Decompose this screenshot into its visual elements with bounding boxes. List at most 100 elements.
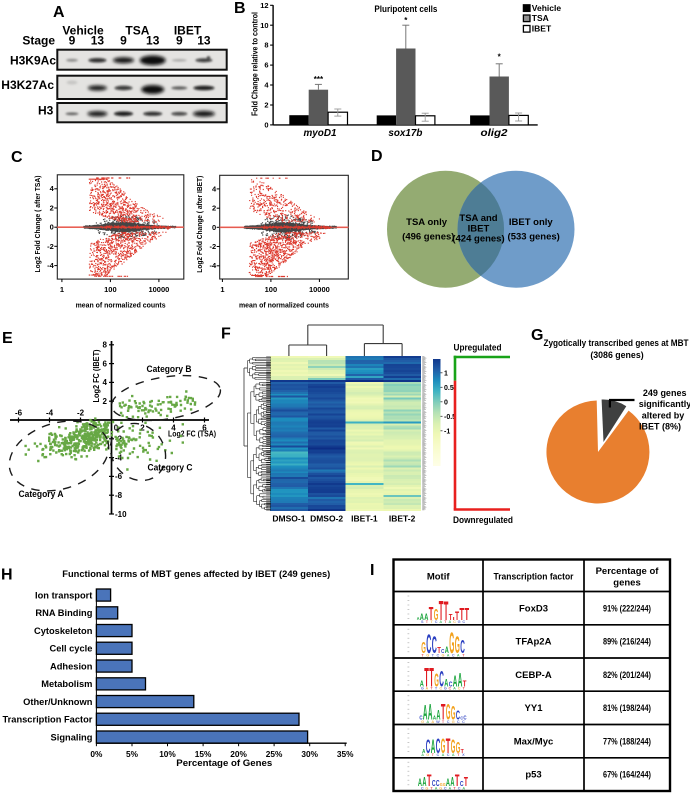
svg-text:-4: -4	[46, 409, 54, 418]
svg-text:-2: -2	[77, 409, 85, 418]
svg-text:(424 genes): (424 genes)	[452, 233, 504, 244]
svg-text:0: 0	[50, 223, 54, 232]
svg-text:30%: 30%	[301, 749, 318, 759]
svg-text:Transcription Factor: Transcription Factor	[3, 715, 93, 725]
svg-text:D: D	[371, 148, 383, 165]
svg-text:C: C	[439, 667, 444, 692]
svg-text:A: A	[449, 620, 452, 624]
svg-text:A: A	[458, 670, 463, 692]
svg-text:G: G	[455, 633, 460, 659]
svg-text:Log2 FC (TSA): Log2 FC (TSA)	[168, 429, 216, 439]
svg-text:TSA only: TSA only	[406, 217, 448, 228]
svg-text:T: T	[432, 653, 435, 657]
svg-text:RNA Binding: RNA Binding	[35, 608, 92, 618]
svg-text:9: 9	[69, 34, 76, 48]
svg-text:TFAp2A: TFAp2A	[516, 637, 552, 648]
svg-text:T: T	[424, 663, 429, 693]
svg-text:C: C	[462, 720, 465, 724]
svg-text:IBET: IBET	[532, 24, 552, 34]
svg-text:H3K9Ac: H3K9Ac	[10, 54, 56, 68]
svg-text:C: C	[421, 786, 424, 790]
svg-text:T: T	[442, 720, 445, 724]
svg-text:T: T	[430, 786, 433, 790]
svg-text:(3086 genes): (3086 genes)	[590, 350, 643, 360]
svg-text:myoD1: myoD1	[304, 127, 337, 139]
svg-text:G: G	[458, 620, 461, 624]
svg-text:4: 4	[50, 184, 55, 193]
svg-text:-6: -6	[115, 472, 123, 481]
svg-text:T: T	[464, 775, 468, 789]
svg-text:I: I	[370, 562, 374, 579]
svg-text:IBET: IBET	[174, 24, 202, 38]
svg-text:249 genes: 249 genes	[643, 388, 687, 398]
svg-text:Category B: Category B	[147, 364, 192, 375]
svg-text:Category C: Category C	[148, 463, 193, 474]
svg-text:olig2: olig2	[481, 127, 508, 139]
svg-text:13: 13	[197, 34, 211, 48]
svg-text:G: G	[425, 786, 428, 790]
svg-text:Transcription factor: Transcription factor	[494, 572, 574, 583]
svg-text:T: T	[457, 753, 460, 757]
svg-text:p53: p53	[525, 770, 541, 781]
svg-text:A: A	[457, 653, 460, 657]
svg-text:*: *	[498, 53, 502, 62]
svg-text:6: 6	[202, 424, 207, 433]
svg-text:C: C	[458, 687, 461, 691]
svg-text:C: C	[437, 653, 440, 657]
svg-text:10: 10	[260, 21, 268, 30]
svg-text:G: G	[451, 703, 456, 725]
svg-text:H: H	[1, 567, 13, 584]
svg-text:Vehicle: Vehicle	[532, 3, 562, 13]
svg-text:A: A	[452, 753, 455, 757]
svg-text:0: 0	[114, 424, 119, 433]
svg-text:0.5: 0.5	[444, 385, 454, 392]
svg-text:C: C	[463, 716, 466, 722]
svg-text:A: A	[426, 720, 429, 724]
svg-text:Log2 FC (IBET): Log2 FC (IBET)	[91, 349, 101, 402]
svg-text:T: T	[421, 653, 424, 657]
svg-text:C: C	[426, 736, 431, 758]
svg-text:A: A	[420, 679, 424, 689]
svg-text:4: 4	[103, 378, 108, 387]
svg-text:A: A	[436, 707, 440, 723]
svg-text:significantly: significantly	[639, 399, 690, 409]
svg-text:T: T	[435, 687, 438, 691]
svg-text:Ion transport: Ion transport	[35, 590, 92, 600]
svg-text:G: G	[443, 782, 446, 787]
svg-text:-4: -4	[115, 453, 123, 462]
svg-text:A: A	[428, 700, 433, 725]
svg-text:G: G	[421, 720, 424, 724]
svg-text:G: G	[421, 640, 426, 657]
svg-text:altered by: altered by	[642, 410, 685, 420]
svg-text:T: T	[429, 604, 434, 624]
svg-text:C: C	[426, 629, 431, 659]
svg-text:T: T	[462, 653, 465, 657]
svg-text:CEBP-A: CEBP-A	[515, 670, 552, 681]
svg-text:5%: 5%	[126, 749, 139, 759]
svg-text:15%: 15%	[195, 749, 212, 759]
svg-text:FoxD3: FoxD3	[519, 603, 548, 614]
svg-text:T: T	[439, 595, 444, 626]
svg-text:Category A: Category A	[19, 489, 64, 500]
svg-text:genes: genes	[613, 578, 640, 589]
svg-text:A: A	[449, 786, 452, 790]
svg-text:Zygotically transcribed genes: Zygotically transcribed genes at MBT	[544, 338, 690, 348]
svg-text:A: A	[423, 702, 428, 725]
svg-text:TSA and: TSA and	[459, 213, 497, 224]
svg-text:77% (188/244): 77% (188/244)	[603, 736, 651, 746]
svg-text:C: C	[11, 149, 23, 166]
svg-text:2: 2	[212, 204, 216, 213]
svg-text:13: 13	[91, 34, 105, 48]
svg-text:A: A	[431, 736, 436, 758]
svg-text:A: A	[426, 687, 429, 691]
svg-text:2: 2	[50, 204, 54, 213]
svg-text:A: A	[421, 753, 424, 757]
svg-text:12: 12	[260, 1, 268, 10]
svg-text:9: 9	[176, 34, 183, 48]
svg-text:A: A	[422, 749, 425, 755]
svg-text:10%: 10%	[159, 749, 176, 759]
svg-text:20%: 20%	[230, 749, 247, 759]
svg-text:-0.5: -0.5	[444, 414, 456, 421]
svg-text:C: C	[457, 720, 460, 724]
svg-text:C: C	[462, 620, 465, 624]
